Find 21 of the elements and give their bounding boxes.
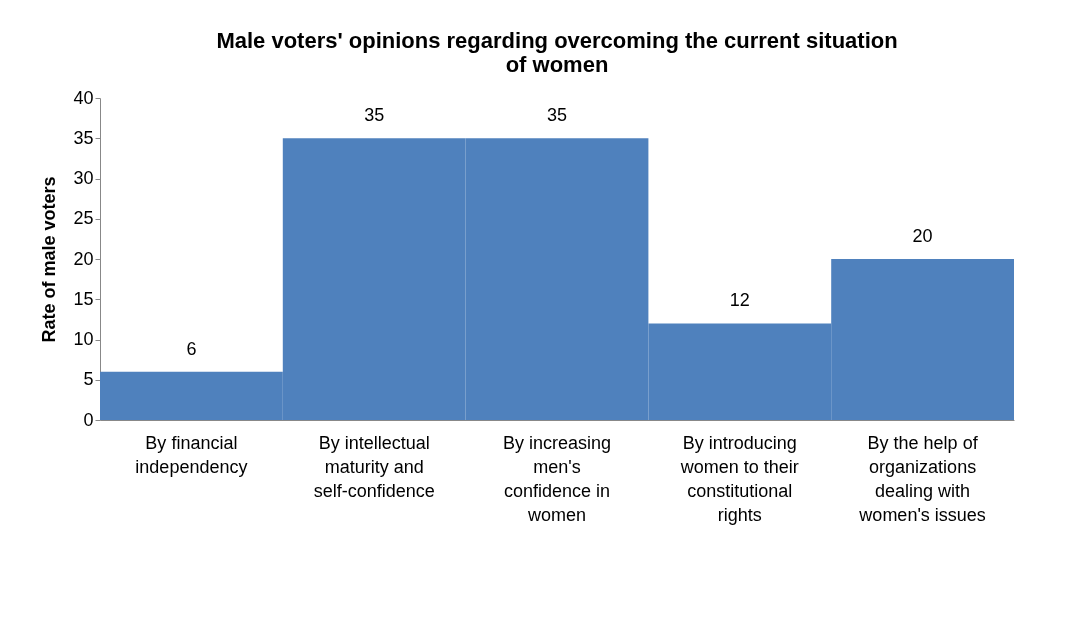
x-tick-label: By introducing women to their constitutional rights [679, 432, 799, 525]
y-tick-label: 0 [83, 409, 94, 430]
y-tick-label: 15 [73, 288, 94, 309]
data-label: 35 [546, 105, 568, 126]
y-tick-label: 10 [73, 329, 94, 349]
x-tick-label: By intellectual maturity and self-confidence [313, 432, 435, 501]
x-tick-label: By increasing men's confidence in women [502, 432, 612, 525]
y-tick-label: 30 [73, 168, 94, 188]
chart-title: Male voters' opinions regarding overcoming the current situation of women [216, 28, 898, 77]
data-label: 35 [364, 105, 385, 126]
x-tick-label: By the help of organizations dealing with women's issues [858, 432, 986, 525]
y-axis-title: Rate of male voters [39, 176, 60, 343]
y-tick-label: 35 [73, 127, 94, 148]
y-tick-label: 25 [73, 208, 94, 229]
data-label: 6 [186, 338, 197, 359]
y-tick-label: 40 [73, 87, 94, 108]
x-tick-label: By financial independency [135, 432, 248, 477]
y-tick-label: 5 [83, 369, 94, 390]
y-tick-label: 20 [73, 248, 94, 269]
data-label: 12 [729, 290, 750, 311]
data-label: 20 [912, 226, 933, 246]
